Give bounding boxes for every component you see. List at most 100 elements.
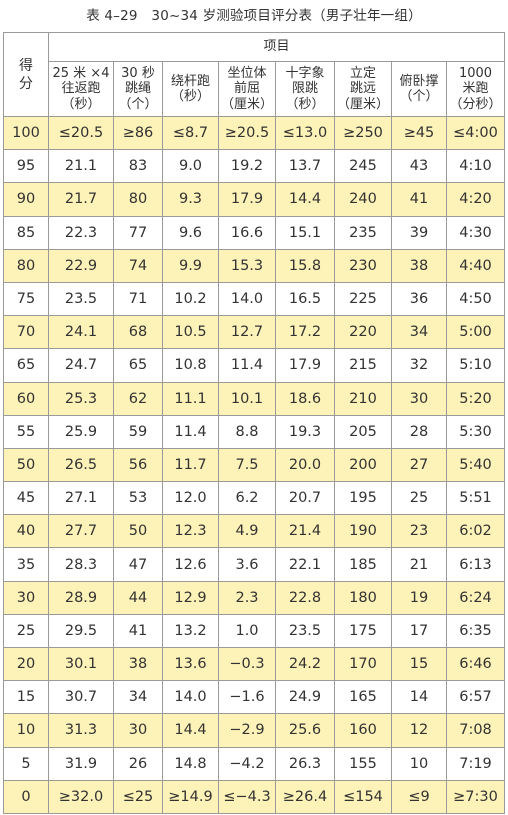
value-cell: 4:40 — [445, 248, 506, 283]
value-cell: 38 — [113, 646, 163, 682]
value-cell: 71 — [113, 281, 163, 317]
value-cell: 5:00 — [445, 315, 506, 350]
value-cell: 4:30 — [445, 215, 506, 250]
value-cell: 23 — [391, 514, 447, 549]
column-header-1: 30 秒跳绳 （个） — [113, 61, 163, 117]
value-cell: 44 — [113, 580, 163, 615]
value-cell: 28 — [391, 414, 447, 449]
value-cell: 9.9 — [162, 248, 219, 283]
table-row: 90 21.7 80 9.3 17.9 14.4 240 41 4:20 — [3, 182, 506, 217]
value-cell: 80 — [113, 182, 163, 217]
value-cell: 24.7 — [48, 348, 114, 383]
value-cell: 30 — [391, 381, 447, 416]
value-cell: 25.6 — [275, 713, 335, 748]
value-cell: 30 — [113, 713, 163, 748]
column-header-line1: 25 米 ×4 — [52, 65, 110, 81]
value-cell: 13.7 — [275, 149, 335, 184]
column-header-line1: 绕杆跑 — [170, 73, 210, 89]
value-cell: −1.6 — [218, 680, 276, 715]
column-headers: 25 米 ×4 往返跑 （秒） 30 秒跳绳 （个） 绕杆跑 （秒） 坐位体 前屈 （厘米） 十字象… — [4, 61, 506, 117]
value-cell: ≥14.9 — [162, 779, 219, 814]
value-cell: 10.2 — [162, 281, 219, 317]
value-cell: −4.2 — [218, 746, 276, 781]
value-cell: 10 — [391, 746, 447, 781]
value-cell: 17.9 — [275, 348, 335, 383]
value-cell: 17.2 — [275, 315, 335, 350]
value-cell: 15.8 — [275, 248, 335, 283]
value-cell: 20.0 — [275, 447, 335, 483]
value-cell: 17.9 — [218, 182, 276, 217]
value-cell: 25.9 — [48, 414, 114, 449]
table-row: 5 31.9 26 14.8 −4.2 26.3 155 10 7:19 — [3, 746, 506, 781]
value-cell: 24.2 — [275, 646, 335, 682]
value-cell: 62 — [113, 381, 163, 416]
column-header-3: 坐位体 前屈 （厘米） — [218, 61, 276, 117]
column-header-line3: （分秒） — [449, 96, 502, 112]
column-header-line1: 坐位体 — [227, 65, 267, 81]
table-row: 50 26.5 56 11.7 7.5 20.0 200 27 5:40 — [3, 447, 506, 483]
value-cell: 12.6 — [162, 547, 219, 582]
column-header-line2: 往返跑 — [61, 81, 101, 97]
score-cell: 25 — [3, 613, 49, 649]
column-header-line1: 30 秒 — [121, 65, 155, 81]
column-header-line2: 前屈 — [233, 81, 260, 97]
value-cell: −2.9 — [218, 713, 276, 748]
column-header-line3: （秒） — [170, 89, 210, 104]
value-cell: 68 — [113, 315, 163, 350]
value-cell: 27 — [391, 447, 447, 483]
value-cell: 155 — [334, 746, 392, 781]
value-cell: 26.5 — [48, 447, 114, 483]
value-cell: 24.9 — [275, 680, 335, 715]
score-cell: 60 — [3, 381, 49, 416]
score-cell: 10 — [3, 713, 49, 748]
table-row: 40 27.7 50 12.3 4.9 21.4 190 23 6:02 — [3, 514, 506, 549]
value-cell: 83 — [113, 149, 163, 184]
value-cell: ≤9 — [391, 779, 447, 814]
value-cell: 29.5 — [48, 613, 114, 649]
score-cell: 55 — [3, 414, 49, 449]
value-cell: 185 — [334, 547, 392, 582]
value-cell: 205 — [334, 414, 392, 449]
value-cell: 10.1 — [218, 381, 276, 416]
value-cell: 200 — [334, 447, 392, 483]
value-cell: 5:20 — [445, 381, 506, 416]
value-cell: 8.8 — [218, 414, 276, 449]
table-row: 60 25.3 62 11.1 10.1 18.6 210 30 5:20 — [3, 381, 506, 416]
value-cell: ≤13.0 — [275, 115, 335, 151]
value-cell: 235 — [334, 215, 392, 250]
column-header-2: 绕杆跑 （秒） — [162, 61, 219, 117]
value-cell: 7:19 — [445, 746, 506, 781]
score-cell: 20 — [3, 646, 49, 682]
value-cell: 15 — [391, 646, 447, 682]
value-cell: 9.3 — [162, 182, 219, 217]
value-cell: 5:40 — [445, 447, 506, 483]
score-cell: 85 — [3, 215, 49, 250]
value-cell: 30.7 — [48, 680, 114, 715]
value-cell: 220 — [334, 315, 392, 350]
value-cell: 4:10 — [445, 149, 506, 184]
value-cell: 19.2 — [218, 149, 276, 184]
value-cell: 12.7 — [218, 315, 276, 350]
value-cell: 170 — [334, 646, 392, 682]
value-cell: 11.1 — [162, 381, 219, 416]
score-cell: 70 — [3, 315, 49, 350]
value-cell: 41 — [113, 613, 163, 649]
value-cell: 20.7 — [275, 481, 335, 516]
value-cell: 15.3 — [218, 248, 276, 283]
value-cell: ≤4:00 — [445, 115, 506, 151]
value-cell: 77 — [113, 215, 163, 250]
value-cell: 7.5 — [218, 447, 276, 483]
table-row: 15 30.7 34 14.0 −1.6 24.9 165 14 6:57 — [3, 680, 506, 715]
value-cell: 26.3 — [275, 746, 335, 781]
value-cell: 2.3 — [218, 580, 276, 615]
score-cell: 75 — [3, 281, 49, 317]
value-cell: 7:08 — [445, 713, 506, 748]
value-cell: 5:51 — [445, 481, 506, 516]
value-cell: 28.9 — [48, 580, 114, 615]
value-cell: 165 — [334, 680, 392, 715]
value-cell: 25 — [391, 481, 447, 516]
table-row: 0 ≥32.0 ≤25 ≥14.9 ≤−4.3 ≥26.4 ≤154 ≤9 ≥7:30 — [3, 779, 506, 814]
value-cell: 15.1 — [275, 215, 335, 250]
table-row: 80 22.9 74 9.9 15.3 15.8 230 38 4:40 — [3, 248, 506, 283]
value-cell: 14.4 — [275, 182, 335, 217]
